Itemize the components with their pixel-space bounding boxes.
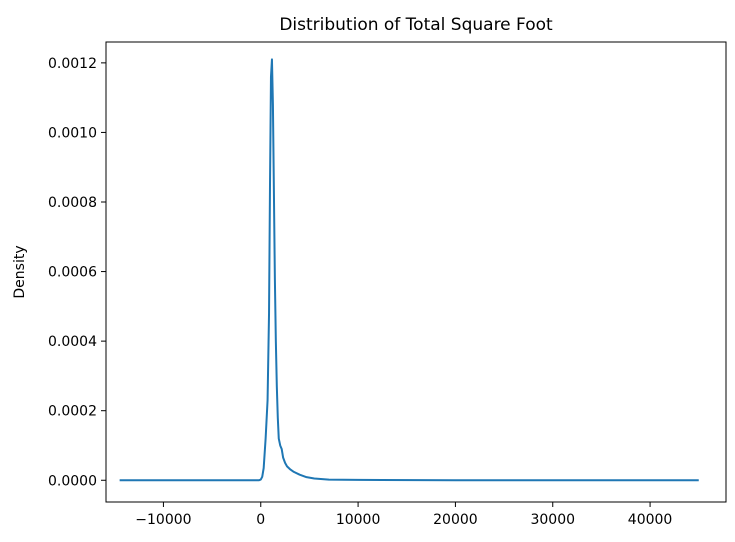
plot-frame (105, 41, 727, 503)
plot-layer (119, 58, 699, 482)
x-tick-label: 10000 (336, 512, 381, 528)
y-tick-label: 0.0008 (48, 195, 97, 211)
x-tick-label: 40000 (628, 512, 673, 528)
y-tick-label: 0.0000 (48, 473, 97, 489)
y-tick-label: 0.0002 (48, 404, 97, 420)
chart-title: Distribution of Total Square Foot (279, 15, 553, 35)
density-line (119, 58, 699, 482)
y-tick-label: 0.0012 (48, 56, 97, 72)
y-tick-label: 0.0004 (48, 334, 97, 350)
ticks-layer: −10000 0 10000 20000 30000 40000 0.0000 0.0002 0… (48, 56, 672, 528)
x-tick-label: −10000 (135, 512, 191, 528)
y-tick-label: 0.0006 (48, 265, 97, 281)
x-tick-label: 30000 (530, 512, 575, 528)
x-tick-label: 20000 (433, 512, 478, 528)
y-axis-label: Density (12, 245, 28, 298)
y-tick-label: 0.0010 (48, 125, 97, 141)
x-tick-label: 0 (256, 512, 265, 528)
